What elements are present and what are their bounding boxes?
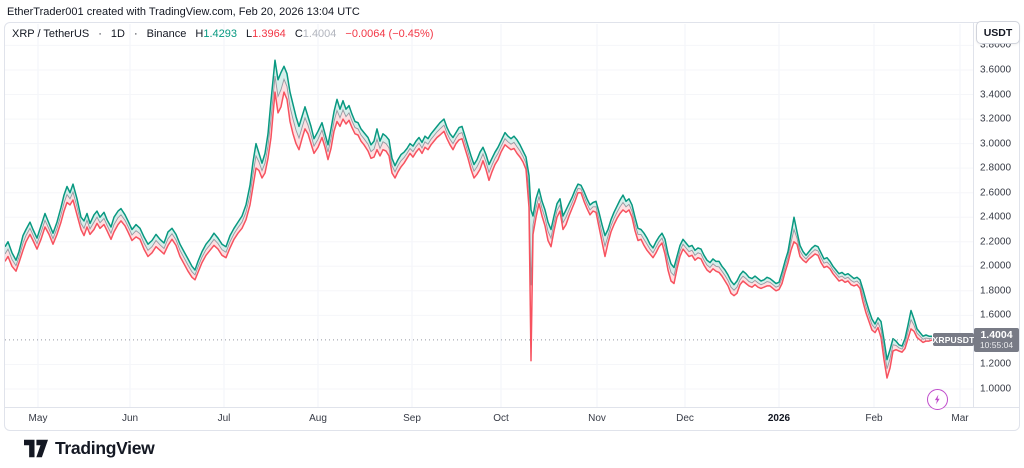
last-price-label: 1.4004 10:55:04	[974, 327, 1019, 352]
price-tick: 3.4000	[980, 89, 1012, 101]
price-tick: 2.0000	[980, 260, 1012, 272]
time-tick: Sep	[403, 413, 421, 424]
legend-separator: ·	[133, 28, 138, 40]
lightning-icon	[934, 394, 940, 405]
price-tick: 1.8000	[980, 285, 1012, 297]
tradingview-logo[interactable]: TradingView	[24, 438, 155, 459]
low-value: L1.3964	[246, 28, 286, 40]
time-tick: Jun	[121, 413, 139, 424]
time-scale[interactable]: May Jun Jul Aug Sep Oct Nov Dec 2026 Feb Mar	[5, 407, 1019, 430]
currency-unit-button[interactable]: USDT	[976, 21, 1020, 44]
price-tick: 2.2000	[980, 236, 1012, 248]
legend-separator: ·	[98, 28, 102, 40]
price-scale[interactable]: 3.8000 3.6000 3.4000 3.2000 3.0000 2.8000 2.60…	[973, 23, 1020, 407]
symbol-price-tag: XRPUSDT	[932, 333, 975, 347]
time-tick: 2026	[767, 413, 791, 424]
time-tick: Feb	[865, 413, 883, 424]
price-tick: 3.8000	[980, 39, 1012, 51]
time-tick: Jul	[217, 413, 231, 424]
price-tick: 3.2000	[980, 113, 1012, 125]
exchange-label: Binance	[146, 28, 187, 40]
interval-label[interactable]: 1D	[110, 28, 125, 40]
time-tick: Aug	[309, 413, 327, 424]
price-tick: 2.4000	[980, 211, 1012, 223]
time-tick: Oct	[493, 413, 509, 424]
close-value: C1.4004	[294, 28, 337, 40]
price-tick: 1.0000	[980, 383, 1012, 395]
tradingview-logomark-icon	[24, 439, 48, 458]
price-tick: 2.8000	[980, 162, 1012, 174]
price-tick: 3.0000	[980, 138, 1012, 150]
time-tick: Mar	[951, 413, 969, 424]
last-price-value: 1.4004	[980, 328, 1013, 341]
price-tick: 3.6000	[980, 64, 1012, 76]
time-tick: Nov	[588, 413, 606, 424]
attribution-text: EtherTrader001 created with TradingView.…	[7, 6, 360, 18]
boost-button[interactable]	[927, 389, 948, 410]
time-tick: May	[28, 413, 48, 424]
change-value: −0.0064 (−0.45%)	[345, 28, 434, 40]
bar-countdown: 10:55:04	[979, 339, 1014, 350]
symbol-title[interactable]: XRP / TetherUS	[12, 28, 90, 40]
time-tick: Dec	[676, 413, 694, 424]
price-tick: 1.2000	[980, 358, 1012, 370]
high-value: H1.4293	[195, 28, 238, 40]
tradingview-wordmark: TradingView	[55, 438, 155, 458]
price-tick: 2.6000	[980, 187, 1012, 199]
chart-legend: XRP / TetherUS · 1D · Binance H1.4293 L1…	[12, 28, 434, 40]
price-tick: 1.6000	[980, 309, 1012, 321]
